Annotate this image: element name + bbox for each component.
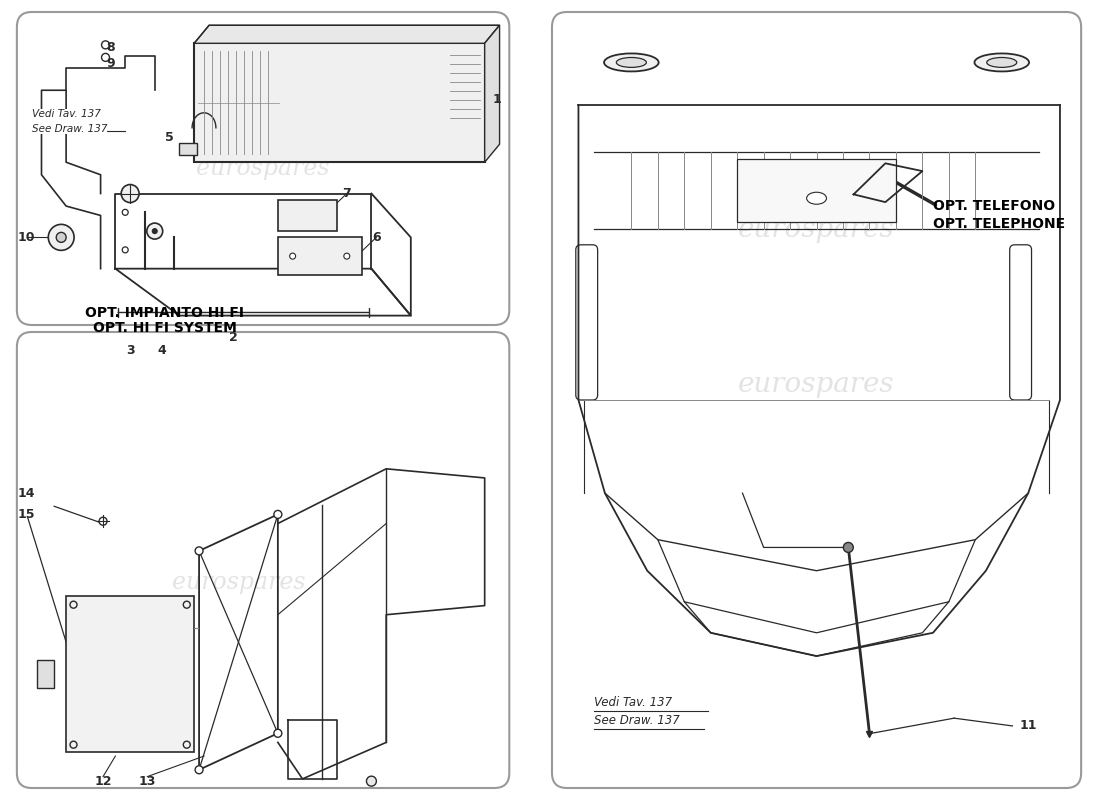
Circle shape [152, 229, 157, 234]
Polygon shape [485, 26, 499, 162]
FancyBboxPatch shape [194, 43, 485, 162]
Text: eurospares: eurospares [172, 571, 305, 594]
Text: See Draw. 137: See Draw. 137 [594, 714, 680, 727]
Circle shape [101, 54, 110, 62]
Ellipse shape [987, 58, 1016, 67]
FancyBboxPatch shape [179, 143, 197, 155]
Text: eurospares: eurospares [196, 157, 330, 180]
Text: 4: 4 [157, 343, 166, 357]
Text: OPT. TELEPHONE: OPT. TELEPHONE [933, 217, 1065, 231]
Text: 9: 9 [106, 57, 114, 70]
Text: eurospares: eurospares [738, 371, 895, 398]
Ellipse shape [616, 58, 647, 67]
Text: 11: 11 [1020, 719, 1037, 733]
FancyBboxPatch shape [278, 238, 362, 275]
Text: eurospares: eurospares [738, 216, 895, 242]
Text: OPT. TELEFONO: OPT. TELEFONO [933, 199, 1055, 213]
Text: 15: 15 [18, 508, 35, 521]
Ellipse shape [975, 54, 1030, 71]
Text: Vedi Tav. 137
See Draw. 137: Vedi Tav. 137 See Draw. 137 [32, 109, 107, 134]
Circle shape [122, 247, 129, 253]
Circle shape [195, 766, 204, 774]
Circle shape [121, 185, 139, 202]
Circle shape [122, 210, 129, 215]
Text: 10: 10 [18, 231, 35, 244]
Circle shape [844, 542, 854, 553]
Circle shape [289, 253, 296, 259]
Circle shape [184, 601, 190, 608]
FancyBboxPatch shape [737, 159, 895, 222]
Circle shape [184, 741, 190, 748]
Text: OPT. HI FI SYSTEM: OPT. HI FI SYSTEM [92, 321, 236, 335]
Text: 12: 12 [95, 774, 112, 788]
Circle shape [366, 776, 376, 786]
Circle shape [70, 741, 77, 748]
Circle shape [274, 510, 282, 518]
Text: Vedi Tav. 137: Vedi Tav. 137 [594, 696, 672, 709]
Circle shape [146, 223, 163, 239]
Circle shape [70, 601, 77, 608]
Text: 14: 14 [18, 487, 35, 500]
Text: 6: 6 [372, 231, 381, 244]
Text: 1: 1 [493, 93, 502, 106]
Text: 3: 3 [125, 343, 134, 357]
Text: 13: 13 [139, 774, 156, 788]
Circle shape [48, 224, 74, 250]
Polygon shape [66, 597, 194, 751]
Circle shape [274, 730, 282, 738]
Text: 2: 2 [229, 331, 238, 344]
Circle shape [99, 518, 107, 526]
Ellipse shape [806, 192, 826, 204]
Ellipse shape [604, 54, 659, 71]
Circle shape [101, 41, 110, 49]
Circle shape [195, 547, 204, 555]
FancyBboxPatch shape [36, 660, 54, 688]
Text: 8: 8 [106, 42, 114, 54]
Circle shape [56, 232, 66, 242]
FancyBboxPatch shape [278, 200, 337, 231]
Text: 7: 7 [342, 187, 351, 200]
Polygon shape [194, 26, 499, 43]
Text: OPT. IMPIANTO HI FI: OPT. IMPIANTO HI FI [85, 306, 244, 320]
Circle shape [344, 253, 350, 259]
Text: 5: 5 [165, 130, 174, 144]
